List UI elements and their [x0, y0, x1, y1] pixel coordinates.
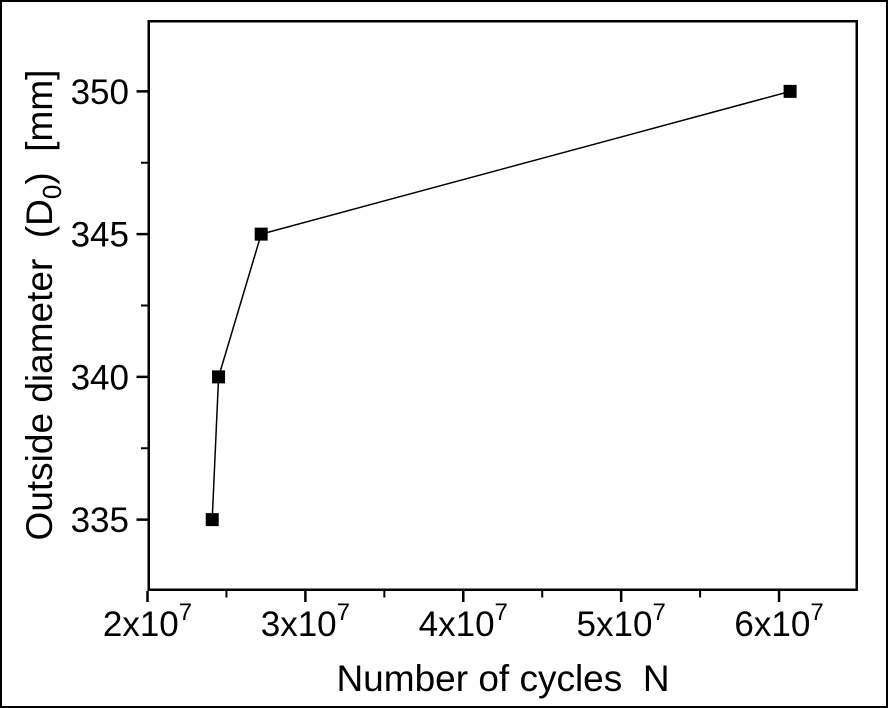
x-tick-label: 5x107: [577, 599, 666, 644]
x-axis-ticks: 2x107 3x107 4x107 5x107 6x107: [103, 591, 824, 644]
y-tick-label: 340: [71, 358, 129, 397]
data-point-marker: [254, 227, 268, 241]
data-point-marker: [212, 370, 226, 384]
data-line: [211, 90, 791, 520]
y-axis-title: Outside diameter (D0) [mm]: [19, 70, 67, 541]
data-point-marker: [783, 84, 797, 98]
y-tick-label: 350: [71, 73, 129, 112]
data-point-marker: [205, 513, 219, 527]
data-series: [205, 84, 797, 527]
x-tick-label: 4x107: [419, 599, 508, 644]
plot-border: [147, 20, 858, 591]
x-axis-title: Number of cycles N: [336, 658, 669, 699]
x-tick-label: 3x107: [261, 599, 350, 644]
y-axis-ticks: 335 340 345 350: [71, 73, 148, 540]
x-tick-label: 6x107: [734, 599, 823, 644]
y-tick-label: 335: [71, 501, 129, 540]
y-tick-label: 345: [71, 216, 129, 255]
x-tick-label: 2x107: [103, 599, 192, 644]
